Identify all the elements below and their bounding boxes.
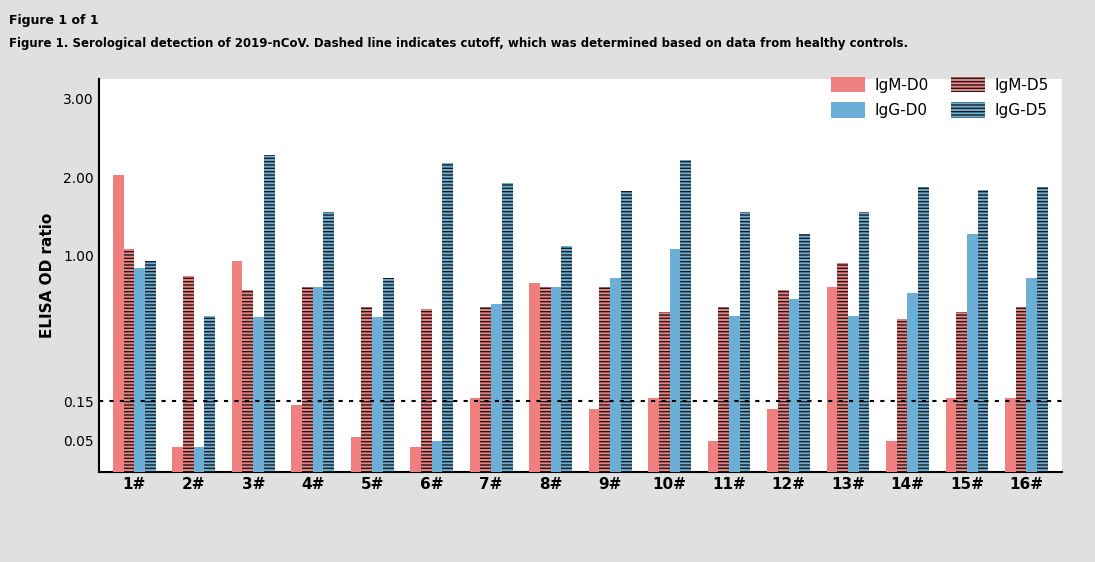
Bar [848, 316, 858, 472]
Bar [291, 405, 302, 472]
Bar [1037, 187, 1048, 472]
Bar [648, 398, 659, 472]
Bar [740, 212, 750, 472]
Bar [253, 318, 264, 472]
Bar [205, 316, 215, 472]
Bar [242, 290, 253, 472]
Bar [470, 398, 481, 472]
Bar [978, 191, 989, 472]
Bar [897, 319, 908, 472]
Bar [707, 441, 718, 472]
Text: Figure 1. Serological detection of 2019-nCoV. Dashed line indicates cutoff, whic: Figure 1. Serological detection of 2019-… [9, 37, 908, 49]
Bar [610, 278, 621, 472]
Bar [411, 447, 420, 472]
Bar [621, 191, 632, 472]
Bar [562, 246, 572, 472]
Bar [669, 250, 680, 472]
Bar [886, 441, 897, 472]
Bar [313, 287, 323, 472]
Bar [540, 287, 551, 472]
Bar [589, 409, 599, 472]
Bar [777, 290, 788, 472]
Bar [194, 447, 205, 472]
Bar [135, 268, 145, 472]
Bar [718, 307, 729, 472]
Bar [420, 309, 431, 472]
Bar [729, 316, 740, 472]
Bar [172, 447, 183, 472]
Bar [232, 261, 242, 472]
Legend: IgM-D0, IgG-D0, IgM-D5, IgG-D5: IgM-D0, IgG-D0, IgM-D5, IgG-D5 [826, 71, 1054, 124]
Bar [919, 187, 929, 472]
Bar [145, 261, 155, 472]
Bar [1005, 398, 1016, 472]
Bar [431, 441, 442, 472]
Y-axis label: ELISA OD ratio: ELISA OD ratio [39, 213, 55, 338]
Bar [838, 262, 848, 472]
Bar [946, 398, 956, 472]
Bar [442, 163, 453, 472]
Bar [302, 287, 313, 472]
Bar [124, 250, 135, 472]
Bar [967, 234, 978, 472]
Bar [361, 307, 372, 472]
Bar [956, 312, 967, 472]
Bar [492, 303, 502, 472]
Bar [383, 278, 393, 472]
Bar [1026, 278, 1037, 472]
Bar [264, 155, 275, 472]
Bar [529, 283, 540, 472]
Bar [799, 234, 810, 472]
Bar [680, 160, 691, 472]
Bar [372, 318, 383, 472]
Bar [183, 277, 194, 472]
Bar [323, 212, 334, 472]
Bar [599, 287, 610, 472]
Text: Figure 1 of 1: Figure 1 of 1 [9, 14, 99, 27]
Bar [659, 312, 669, 472]
Bar [350, 437, 361, 472]
Bar [858, 212, 869, 472]
Bar [827, 287, 838, 472]
Bar [481, 307, 492, 472]
Bar [113, 175, 124, 472]
Bar [768, 409, 777, 472]
Bar [788, 298, 799, 472]
Bar [1016, 307, 1026, 472]
Bar [502, 183, 512, 472]
Bar [551, 287, 562, 472]
Bar [908, 293, 919, 472]
